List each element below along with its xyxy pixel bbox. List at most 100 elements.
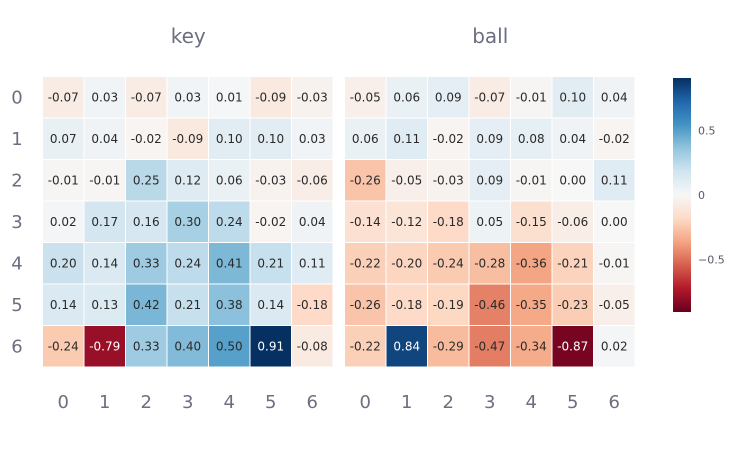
heatmap-cell (511, 160, 552, 201)
cell-value-label: -0.24 (48, 339, 79, 353)
heatmap-cell (292, 77, 333, 118)
cell-value-label: -0.06 (557, 215, 588, 229)
heatmap-cell (84, 77, 125, 118)
heatmap-cell (345, 243, 386, 284)
cell-value-label: -0.07 (48, 90, 79, 104)
heatmap-cell (594, 118, 635, 159)
cell-value-label: 0.02 (50, 215, 77, 229)
cell-value-label: -0.36 (516, 256, 547, 270)
y-tick-label: 3 (11, 212, 22, 233)
heatmap-cell (292, 201, 333, 242)
heatmap-cell (167, 160, 208, 201)
heatmap-cell (469, 326, 510, 367)
cell-value-label: 0.21 (174, 298, 201, 312)
cell-value-label: 0.03 (91, 90, 118, 104)
heatmap-cell (345, 201, 386, 242)
cell-value-label: 0.16 (133, 215, 160, 229)
cell-value-label: 0.02 (601, 339, 628, 353)
cell-value-label: -0.07 (131, 90, 162, 104)
heatmap-cell (167, 326, 208, 367)
heatmap-cell (167, 243, 208, 284)
x-tick-label: 5 (567, 392, 578, 413)
heatmap-cell (250, 326, 291, 367)
cell-value-label: -0.35 (516, 298, 547, 312)
heatmap-cell (469, 118, 510, 159)
heatmap-cell (428, 326, 469, 367)
x-tick-label: 1 (401, 392, 412, 413)
heatmap-cell (552, 160, 593, 201)
heatmap-cell (209, 201, 250, 242)
cell-value-label: -0.22 (350, 339, 381, 353)
heatmap-cell (84, 118, 125, 159)
heatmap-cell (428, 284, 469, 325)
heatmap-cell (167, 201, 208, 242)
cell-value-label: 0.21 (257, 256, 284, 270)
x-tick-label: 6 (609, 392, 620, 413)
y-tick-label: 1 (11, 129, 22, 150)
cell-value-label: -0.07 (474, 90, 505, 104)
heatmap-cell (43, 284, 84, 325)
cell-value-label: -0.18 (391, 298, 422, 312)
heatmap-cell (126, 243, 167, 284)
heatmap-cell (345, 284, 386, 325)
heatmap-cell (469, 201, 510, 242)
cell-value-label: -0.05 (350, 90, 381, 104)
cell-value-label: -0.05 (391, 173, 422, 187)
heatmap-cell (43, 201, 84, 242)
heatmap-cell (126, 284, 167, 325)
heatmap-cell (552, 201, 593, 242)
heatmap-cell (43, 243, 84, 284)
x-tick-label: 0 (360, 392, 371, 413)
x-tick-label: 6 (307, 392, 318, 413)
y-tick-label: 0 (11, 87, 22, 108)
heatmap-cell (126, 118, 167, 159)
cell-value-label: 0.84 (393, 339, 420, 353)
cell-value-label: 0.41 (216, 256, 243, 270)
heatmap-cell (511, 118, 552, 159)
cell-value-label: -0.26 (350, 173, 381, 187)
cell-value-label: -0.87 (557, 339, 588, 353)
cell-value-label: -0.05 (599, 298, 630, 312)
cell-value-label: -0.01 (516, 173, 547, 187)
cell-value-label: -0.28 (474, 256, 505, 270)
cell-value-label: -0.02 (599, 132, 630, 146)
heatmap-cell (469, 160, 510, 201)
heatmap-cell (386, 160, 427, 201)
heatmap-cell (552, 243, 593, 284)
heatmap-cell (428, 118, 469, 159)
cell-value-label: 0.06 (352, 132, 379, 146)
heatmap-panel-key: key -0.07 0.03 -0.07 0.03 0.01 -0.09 -0.03 0.07 0… (43, 24, 333, 413)
cell-value-label: -0.34 (516, 339, 547, 353)
cell-value-label: -0.08 (297, 339, 328, 353)
x-tick-label: 3 (484, 392, 495, 413)
cell-value-label: 0.40 (174, 339, 201, 353)
cell-value-label: 0.12 (174, 173, 201, 187)
heatmap-cell (594, 77, 635, 118)
cell-value-label: 0.10 (216, 132, 243, 146)
cell-value-label: 0.04 (299, 215, 326, 229)
cell-value-label: 0.04 (559, 132, 586, 146)
heatmap-cell (209, 284, 250, 325)
cell-value-label: -0.09 (172, 132, 203, 146)
cell-value-label: -0.21 (557, 256, 588, 270)
cell-value-label: 0.07 (50, 132, 77, 146)
heatmap-cell (386, 326, 427, 367)
heatmap-cell (250, 160, 291, 201)
cell-value-label: 0.24 (174, 256, 201, 270)
cell-value-label: -0.29 (433, 339, 464, 353)
heatmap-cell (84, 201, 125, 242)
heatmap-cell (469, 284, 510, 325)
heatmap-cell (167, 284, 208, 325)
heatmap-cell (469, 77, 510, 118)
cell-value-label: 0.50 (216, 339, 243, 353)
x-tick-label: 4 (526, 392, 537, 413)
heatmap-cell (209, 118, 250, 159)
heatmap-cell (511, 201, 552, 242)
heatmap-cell (209, 326, 250, 367)
heatmap-cell (43, 160, 84, 201)
cell-value-label: 0.06 (216, 173, 243, 187)
heatmap-panel-ball: ball -0.05 0.06 0.09 -0.07 -0.01 0.10 0.04 0.06 0… (345, 24, 635, 413)
heatmap-cell (167, 118, 208, 159)
heatmap-cell (292, 118, 333, 159)
